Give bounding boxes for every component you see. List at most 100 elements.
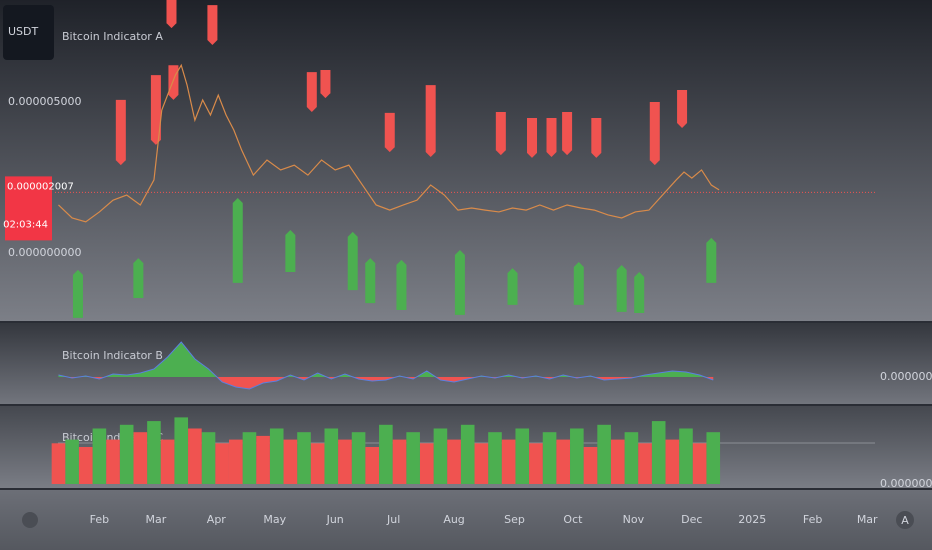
bar [92,428,107,484]
y-tick-label: 0.000005000 [8,95,81,108]
bar [160,439,175,484]
sell-signal [320,70,331,99]
bar [51,443,66,484]
buy-signal [634,272,645,314]
x-tick-label: Mar [857,513,878,526]
buy-signal [573,262,584,305]
bar [229,439,243,484]
price-label-box [5,176,52,241]
bar [147,421,161,484]
bar [78,447,93,484]
bar [242,432,257,484]
bar [324,428,339,484]
x-tick-label: Oct [563,513,583,526]
pane-b [0,323,932,404]
sell-signal [306,72,317,112]
currency: USDT [8,25,39,38]
buy-signal [396,259,407,311]
buy-signal [133,258,144,298]
y-tick-label: 0.000000000 [880,370,932,383]
bar [297,432,311,484]
x-tick-label: Mar [146,513,167,526]
bar [447,439,461,484]
x-tick-label: May [263,513,286,526]
x-tick-label: Sep [504,513,525,526]
bar [529,443,543,484]
sell-signal [150,75,161,145]
pane-title: Bitcoin Indicator A [62,30,163,43]
oscillator-line [58,341,714,390]
x-tick-label: Feb [90,513,109,526]
time-axis [0,490,932,550]
bar [419,443,434,484]
sell-signal [677,89,688,128]
price-line-series [58,63,720,223]
area-positive [58,342,714,377]
auto-button[interactable] [896,511,914,529]
countdown: 02:03:44 [3,219,48,230]
sell-signal [115,99,126,166]
bar [570,428,584,484]
bar [379,424,393,484]
x-tick-label: Jul [386,513,400,526]
bar [269,428,284,484]
bar [351,432,366,484]
bar [597,424,611,484]
buy-signal [232,198,243,283]
sell-signal [168,65,179,100]
buy-signal [347,231,358,291]
bar [283,439,298,484]
auto-label: A [901,514,909,527]
sell-signal [591,118,602,158]
bar [460,424,475,484]
bar [501,439,516,484]
bar [119,424,134,484]
bar [515,428,530,484]
bar [679,428,693,484]
bar [310,443,325,484]
bar [692,443,707,484]
sell-signal [546,118,557,157]
bar [201,432,216,484]
sell-signal [649,102,660,166]
x-tick-label: Apr [207,513,227,526]
bar [365,447,380,484]
bar [133,432,148,484]
buy-signal [507,268,518,305]
bar [433,428,448,484]
bar [215,443,229,484]
bar [174,417,189,484]
bar [338,439,352,484]
bar [488,432,502,484]
bar [624,432,639,484]
sell-signal [207,5,218,45]
y-tick-label: 0.000000000 [880,477,932,490]
x-tick-label: Dec [681,513,702,526]
bar [65,439,79,484]
sell-signal [425,85,436,157]
x-tick-label: Nov [623,513,645,526]
buy-signal [285,230,296,272]
buy-signal [706,237,717,283]
bar [556,439,570,484]
sell-signal [562,112,573,156]
x-tick-label: Feb [803,513,822,526]
y-tick-label: 0.000000000 [8,246,81,259]
bar [392,439,407,484]
bar [542,432,557,484]
sell-signal [166,0,177,29]
buy-signal [454,249,465,315]
bar [583,447,598,484]
buy-signal [365,258,376,304]
price-label: 0.000002007 [7,181,74,192]
buy-signal [72,269,83,318]
x-tick-label: Aug [443,513,464,526]
currency-button[interactable] [3,5,54,60]
bar [256,435,270,484]
bar [106,439,120,484]
area-negative [58,377,714,389]
bar [638,443,652,484]
scroll-button[interactable] [22,512,38,528]
